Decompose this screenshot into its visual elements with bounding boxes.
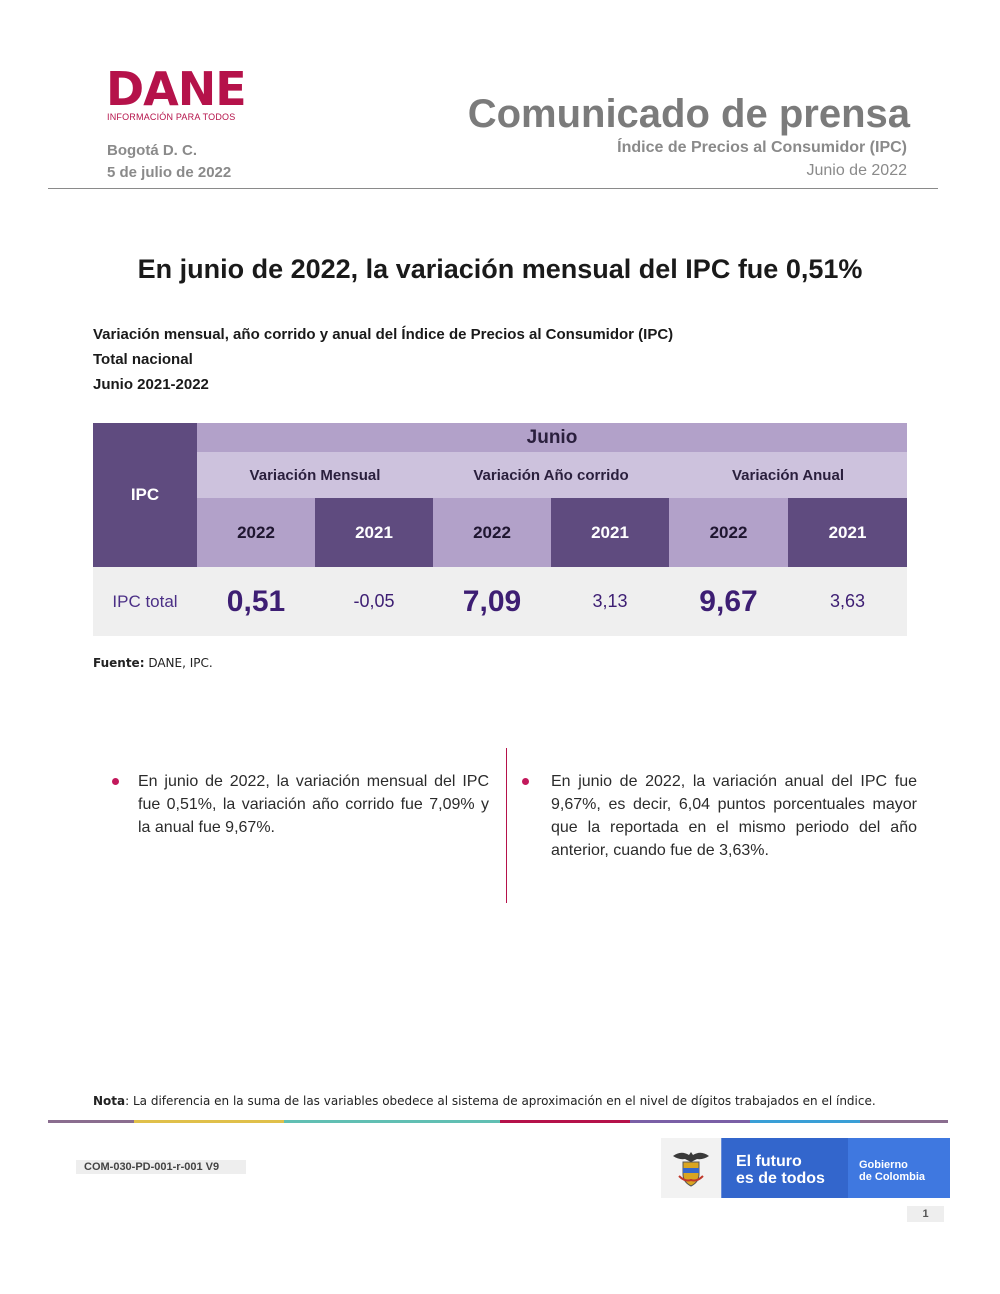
column-divider — [506, 748, 507, 903]
bullet-right: En junio de 2022, la variación anual del… — [551, 773, 917, 859]
year-header: 2021 — [551, 498, 669, 567]
table-month-header: Junio — [197, 423, 907, 452]
footer-color-bar-segment — [860, 1120, 948, 1123]
group-header-anual: Variación Anual — [669, 452, 907, 498]
page-number: 1 — [907, 1206, 944, 1222]
group-header-ano-corrido: Variación Año corrido — [433, 452, 669, 498]
source-text: DANE, IPC. — [144, 656, 213, 670]
year-header: 2022 — [669, 498, 788, 567]
dane-logo-tagline: INFORMACIÓN PARA TODOS — [107, 112, 236, 122]
footer-color-bar-segment — [750, 1120, 860, 1123]
footer-color-bar-segment — [134, 1120, 284, 1123]
value-ano-corrido-2022: 7,09 — [433, 567, 551, 636]
government-logo: El futuro es de todos Gobierno de Colomb… — [661, 1138, 950, 1198]
document-code: COM-030-PD-001-r-001 V9 — [76, 1160, 246, 1174]
bullet-icon — [112, 778, 119, 785]
footer-color-bar-segment — [630, 1120, 750, 1123]
value-anual-2021: 3,63 — [788, 567, 907, 636]
release-date: 5 de julio de 2022 — [107, 164, 232, 181]
table-caption-line2: Total nacional — [93, 351, 193, 368]
dane-logo: DANE — [106, 62, 247, 116]
headline: En junio de 2022, la variación mensual d… — [137, 254, 863, 284]
source-label: Fuente: — [93, 656, 145, 670]
value-anual-2022: 9,67 — [669, 567, 788, 636]
ipc-table: IPC Junio Variación Mensual Variación Añ… — [93, 423, 907, 636]
footnote: Nota: La diferencia en la suma de las va… — [93, 1094, 876, 1108]
year-header: 2022 — [197, 498, 315, 567]
header-divider — [48, 188, 938, 189]
gov-name-line1: Gobierno — [859, 1159, 908, 1171]
bullet-left: En junio de 2022, la variación mensual d… — [138, 773, 489, 836]
gov-name-panel: Gobierno de Colombia — [848, 1138, 950, 1198]
document-type-title: Comunicado de prensa — [467, 92, 910, 136]
group-header-mensual: Variación Mensual — [197, 452, 433, 498]
note-text: : La diferencia en la suma de las variab… — [125, 1094, 876, 1108]
gov-slogan-line2: es de todos — [736, 1170, 825, 1187]
note-label: Nota — [93, 1094, 126, 1108]
gov-name-line2: de Colombia — [859, 1171, 926, 1183]
bullet-icon — [522, 778, 529, 785]
value-mensual-2021: -0,05 — [315, 567, 433, 636]
table-corner-label: IPC — [93, 423, 197, 567]
footer-color-bar-segment — [500, 1120, 630, 1123]
footer-color-bar-segment — [284, 1120, 500, 1123]
document-subject: Índice de Precios al Consumidor (IPC) — [617, 139, 907, 156]
gov-slogan-line1: El futuro — [736, 1153, 802, 1170]
value-mensual-2022: 0,51 — [197, 567, 315, 636]
logo-divider — [721, 1138, 722, 1198]
document-period: Junio de 2022 — [806, 162, 907, 179]
value-ano-corrido-2021: 3,13 — [551, 567, 669, 636]
footer-color-bar-segment — [48, 1120, 134, 1123]
year-header: 2021 — [788, 498, 907, 567]
release-city: Bogotá D. C. — [107, 142, 197, 159]
year-header: 2022 — [433, 498, 551, 567]
table-caption-line3: Junio 2021-2022 — [93, 376, 209, 393]
coat-of-arms-icon — [661, 1138, 721, 1198]
source-note: Fuente: DANE, IPC. — [93, 656, 213, 670]
table-caption-line1: Variación mensual, año corrido y anual d… — [93, 326, 674, 343]
year-header: 2021 — [315, 498, 433, 567]
row-label: IPC total — [93, 567, 197, 636]
